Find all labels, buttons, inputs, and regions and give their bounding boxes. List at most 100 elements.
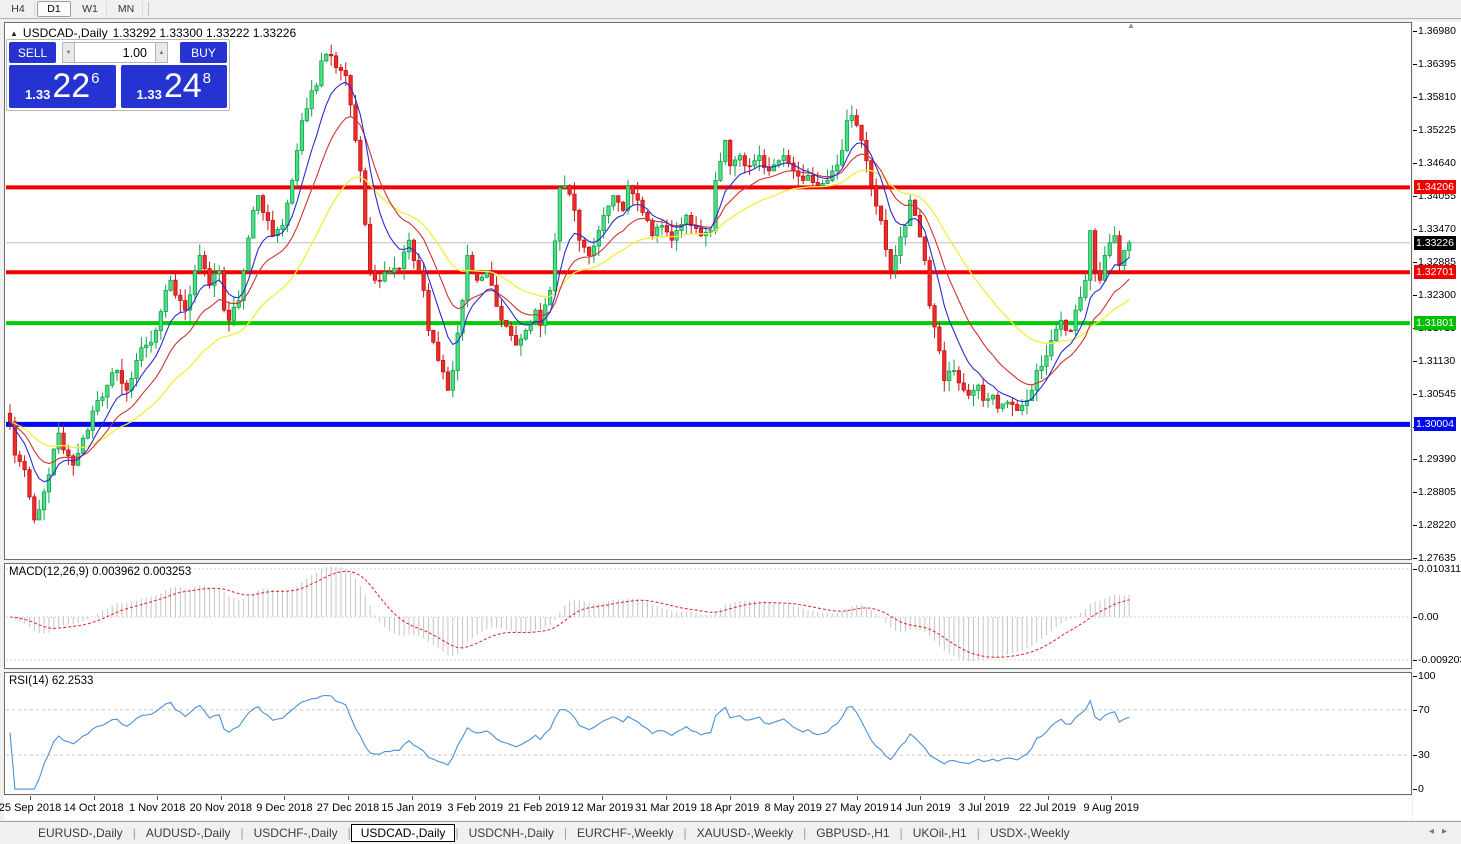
timeframe-button-h4[interactable]: H4 [1,1,35,17]
tab-separator: | [240,826,244,840]
chart-tab-gbpusdh1[interactable]: GBPUSD-,H1 [816,826,890,840]
collapse-chart-icon[interactable]: ▲ [10,28,18,38]
timeframe-toolbar: H4 D1 W1 MN [0,0,1461,19]
rsi-indicator-label: RSI(14) 62.2533 [9,675,94,687]
volume-decrease-button[interactable]: ▼ [62,42,75,63]
time-axis-tick [1047,796,1049,800]
time-axis-tick [411,796,413,800]
time-axis-label: 27 May 2019 [824,802,889,814]
toolbar-separator [148,2,149,16]
chart-tab-usdchfdaily[interactable]: USDCHF-,Daily [253,826,338,840]
timeframe-button-d1[interactable]: D1 [37,1,71,17]
level-price-label: 1.30004 [1414,417,1456,432]
time-axis-label: 15 Jan 2019 [381,802,442,814]
time-axis-label: 14 Jun 2019 [890,802,951,814]
tab-separator: | [347,826,351,840]
sell-price-box[interactable]: 1.33 22 6 [9,65,116,108]
price-axis-tick: 1.30545 [1413,387,1456,400]
tab-separator: | [563,826,568,840]
tab-separator: | [683,826,687,840]
chart-tabs: EURUSD-,Daily | AUDUSD-,Daily | USDCHF-,Dail… [28,824,1080,842]
chart-tab-audusddaily[interactable]: AUDUSD-,Daily [145,826,231,840]
time-axis-label: 14 Oct 2018 [63,802,124,814]
tab-scroll-left-icon[interactable]: ◂ [1428,826,1442,837]
chart-tab-ukoilh1[interactable]: UKOil-,H1 [912,826,967,840]
tab-separator: | [455,826,459,840]
level-price-label: 1.31801 [1414,316,1456,331]
sell-price-pip: 6 [91,70,100,87]
time-axis-label: 22 Jul 2019 [1019,802,1077,814]
sell-price-main: 22 [52,67,91,105]
chart-tab-usdxweekly[interactable]: USDX-,Weekly [989,826,1070,840]
volume-increase-button[interactable]: ▲ [155,42,168,63]
time-axis-tick [157,796,159,800]
price-axis-tick: 1.28220 [1413,519,1456,531]
time-axis-tick [538,796,540,800]
time-axis-label: 31 Mar 2019 [635,802,697,814]
buy-price-box[interactable]: 1.33 24 8 [120,65,227,108]
price-axis-tick: 1.32300 [1413,288,1456,301]
time-axis-label: 12 Mar 2019 [571,802,634,814]
tab-separator: | [899,826,903,840]
time-axis-label: 3 Feb 2019 [447,802,504,814]
volume-input[interactable] [75,42,155,63]
timeframe-button-w1[interactable]: W1 [73,1,107,17]
timeframe-button-mn[interactable]: MN [109,1,143,17]
price-axis-tick: 1.28805 [1413,486,1456,499]
macd-axis-tick: -0.009203 [1412,654,1461,666]
rsi-axis-tick: 100 [1413,670,1436,682]
buy-price-base: 1.33 [136,87,162,102]
rsi-pane[interactable] [4,672,1412,795]
price-axis-tick: 1.32885 [1413,255,1456,268]
tab-scroll-arrows[interactable]: ◂▸ [1429,826,1455,837]
time-axis-tick [220,796,222,800]
level-price-label: 1.32701 [1414,265,1456,280]
chart-tab-bar: EURUSD-,Daily | AUDUSD-,Daily | USDCHF-,Dail… [0,821,1461,844]
one-click-trading-panel: SELL ▼ ▲ BUY 1.33 22 6 1.33 24 8 [6,39,230,111]
chart-tab-usdcaddaily[interactable]: USDCAD-,Daily [350,824,456,842]
price-axis-tick: 1.36395 [1413,57,1456,70]
rsi-axis-tick: 70 [1413,703,1430,716]
tab-separator: | [976,826,980,840]
spinner-down-icon: ▼ [65,49,72,56]
chart-ohlc-values: 1.33292 1.33300 1.33222 1.33226 [112,26,297,40]
chart-tab-usdcnhdaily[interactable]: USDCNH-,Daily [468,826,554,840]
rsi-axis-tick: 30 [1413,749,1430,762]
buy-button[interactable]: BUY [180,42,227,63]
price-axis-tick: 1.27635 [1413,552,1456,564]
spinner-up-icon: ▲ [158,49,165,56]
price-axis-tick: 1.29390 [1413,453,1456,466]
time-axis[interactable]: 25 Sep 2018 14 Oct 2018 1 Nov 2018 20 Nov 2… [0,796,1412,820]
price-axis-tick: 1.35810 [1413,90,1456,103]
price-axis[interactable]: 1.36980 1.36395 1.35810 1.35225 1.34640 1.340… [1412,22,1461,820]
current-price-label: 1.33226 [1414,235,1456,250]
chart-title: ▲ USDCAD-,Daily 1.33292 1.33300 1.33222 … [10,26,296,40]
macd-pane[interactable] [4,563,1412,669]
price-axis-tick: 1.33470 [1413,222,1456,235]
tab-separator: | [132,826,136,840]
chart-tab-eurchfweekly[interactable]: EURCHF-,Weekly [577,826,674,840]
price-axis-tick: 1.35225 [1413,123,1456,136]
time-axis-label: 8 May 2019 [764,802,822,814]
time-axis-label: 3 Jul 2019 [958,802,1010,814]
time-axis-label: 18 Apr 2019 [699,802,760,814]
time-axis-tick [793,796,795,800]
chart-tab-xauusdweekly[interactable]: XAUUSD-,Weekly [696,826,794,840]
time-axis-tick [666,796,667,800]
tab-scroll-right-icon[interactable]: ▸ [1441,826,1455,837]
time-axis-tick [30,796,31,800]
chart-symbol-label: USDCAD-,Daily [22,26,108,40]
timeframe-buttons: H4 D1 W1 MN [0,0,144,18]
sell-button[interactable]: SELL [9,42,56,63]
time-axis-tick [348,796,349,800]
macd-indicator-label: MACD(12,26,9) 0.003962 0.003253 [9,566,192,578]
time-axis-tick [920,796,922,800]
time-axis-label: 1 Nov 2018 [129,802,186,814]
time-axis-tick [602,796,604,800]
time-axis-tick [729,796,731,800]
rsi-axis-tick: 0 [1413,783,1424,796]
chart-tab-eurusddaily[interactable]: EURUSD-,Daily [38,826,123,840]
time-axis-tick [1111,796,1113,800]
time-axis-tick [856,796,858,800]
